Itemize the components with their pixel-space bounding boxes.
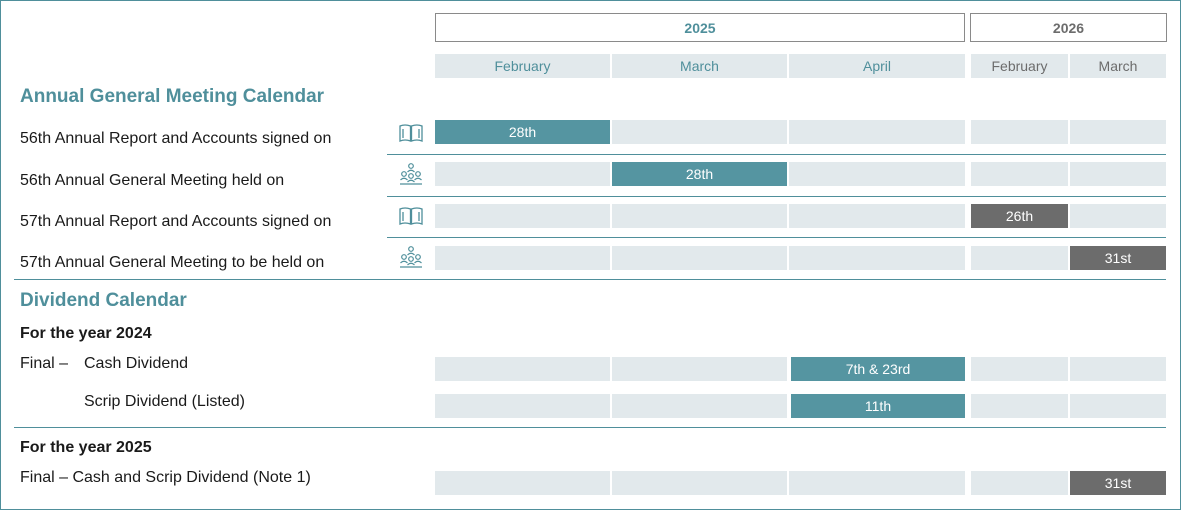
final-prefix-label: Final – — [20, 355, 69, 372]
book-icon — [398, 121, 424, 145]
year-2024-heading: For the year 2024 — [20, 325, 152, 342]
agm-row-3-mar-2026 — [1070, 204, 1166, 228]
cash-dividend-feb-2025 — [435, 357, 610, 381]
agm-row-2-feb-2026 — [971, 162, 1068, 186]
month-header-feb-2025: February — [435, 54, 610, 78]
final-2025-apr-2025 — [789, 471, 965, 495]
agm-row-1-feb-2025: 28th — [435, 120, 610, 144]
final-2025-feb-2025 — [435, 471, 610, 495]
month-header-mar-2026: March — [1070, 54, 1166, 78]
agm-row-2-apr-2025 — [789, 162, 965, 186]
scrip-dividend-mar-2026 — [1070, 394, 1166, 418]
agm-calendar-title: Annual General Meeting Calendar — [20, 86, 325, 107]
month-header-feb-2026: February — [971, 54, 1068, 78]
scrip-dividend-label: Scrip Dividend (Listed) — [84, 393, 245, 410]
agm-row-1-feb-2026 — [971, 120, 1068, 144]
agm-row-3-mar-2025 — [612, 204, 787, 228]
meeting-icon — [398, 162, 424, 186]
agm-row-3-apr-2025 — [789, 204, 965, 228]
scrip-dividend-apr-2025: 11th — [791, 394, 965, 418]
agm-row-2-mar-2026 — [1070, 162, 1166, 186]
agm-row-4-mar-2025 — [612, 246, 787, 270]
agm-row-2-label: 56th Annual General Meeting held on — [20, 172, 285, 189]
year-2025-heading: For the year 2025 — [20, 439, 152, 456]
agm-row-divider — [387, 196, 1166, 197]
agm-row-4-feb-2025 — [435, 246, 610, 270]
agm-row-3-label: 57th Annual Report and Accounts signed o… — [20, 213, 332, 230]
agm-row-1-mar-2025 — [612, 120, 787, 144]
year-header-2026: 2026 — [970, 13, 1167, 42]
agm-row-4-label: 57th Annual General Meeting to be held o… — [20, 254, 325, 271]
final-2025-mar-2026: 31st — [1070, 471, 1166, 495]
scrip-dividend-feb-2026 — [971, 394, 1068, 418]
dividend-calendar-title: Dividend Calendar — [20, 290, 187, 311]
agm-row-1-label: 56th Annual Report and Accounts signed o… — [20, 130, 332, 147]
agm-row-divider — [387, 154, 1166, 155]
cash-dividend-feb-2026 — [971, 357, 1068, 381]
scrip-dividend-mar-2025 — [612, 394, 787, 418]
cash-dividend-mar-2026 — [1070, 357, 1166, 381]
book-icon — [398, 204, 424, 228]
cash-dividend-mar-2025 — [612, 357, 787, 381]
year-header-2025: 2025 — [435, 13, 965, 42]
agm-row-2-feb-2025 — [435, 162, 610, 186]
scrip-dividend-feb-2025 — [435, 394, 610, 418]
agm-row-3-feb-2025 — [435, 204, 610, 228]
section-divider — [14, 427, 1166, 428]
agm-row-1-mar-2026 — [1070, 120, 1166, 144]
month-header-apr-2025: April — [789, 54, 965, 78]
cash-dividend-label: Cash Dividend — [84, 355, 189, 372]
agm-row-3-feb-2026: 26th — [971, 204, 1068, 228]
final-2025-label: Final – Cash and Scrip Dividend (Note 1) — [20, 469, 311, 486]
meeting-icon — [398, 245, 424, 269]
agm-row-1-apr-2025 — [789, 120, 965, 144]
agm-row-divider — [387, 237, 1166, 238]
cash-dividend-apr-2025: 7th & 23rd — [791, 357, 965, 381]
agm-row-2-mar-2025: 28th — [612, 162, 787, 186]
agm-row-4-mar-2026: 31st — [1070, 246, 1166, 270]
final-2025-feb-2026 — [971, 471, 1068, 495]
agm-row-4-feb-2026 — [971, 246, 1068, 270]
section-divider — [14, 279, 1166, 280]
month-header-mar-2025: March — [612, 54, 787, 78]
final-2025-mar-2025 — [612, 471, 787, 495]
agm-row-4-apr-2025 — [789, 246, 965, 270]
